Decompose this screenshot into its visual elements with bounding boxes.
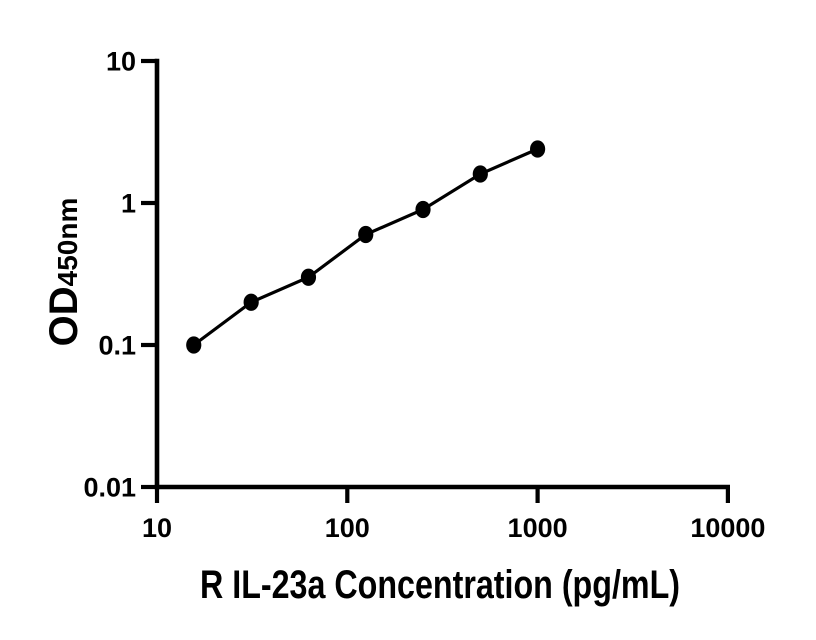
y-tick-label: 0.01 xyxy=(83,473,136,503)
x-axis-title: R IL-23a Concentration (pg/mL) xyxy=(200,563,680,607)
y-tick-label: 1 xyxy=(121,189,136,219)
data-point-marker xyxy=(243,293,259,311)
data-point-marker xyxy=(530,140,546,158)
data-point-marker xyxy=(358,225,374,244)
y-tick-label: 0.1 xyxy=(98,331,136,361)
y-axis-title: OD450nm xyxy=(42,198,86,347)
data-point-marker xyxy=(415,200,431,219)
x-tick-label: 10 xyxy=(142,513,172,543)
x-tick-label: 10000 xyxy=(690,513,765,543)
x-tick-label: 100 xyxy=(325,513,370,543)
y-axis-title-main: OD xyxy=(42,286,86,346)
y-axis-title-subscript: 450nm xyxy=(52,198,83,287)
x-tick-label: 1000 xyxy=(508,513,568,543)
data-point-marker xyxy=(300,268,317,286)
y-tick-label: 10 xyxy=(106,47,136,77)
data-point-marker xyxy=(472,165,488,183)
data-point-marker xyxy=(186,336,202,354)
